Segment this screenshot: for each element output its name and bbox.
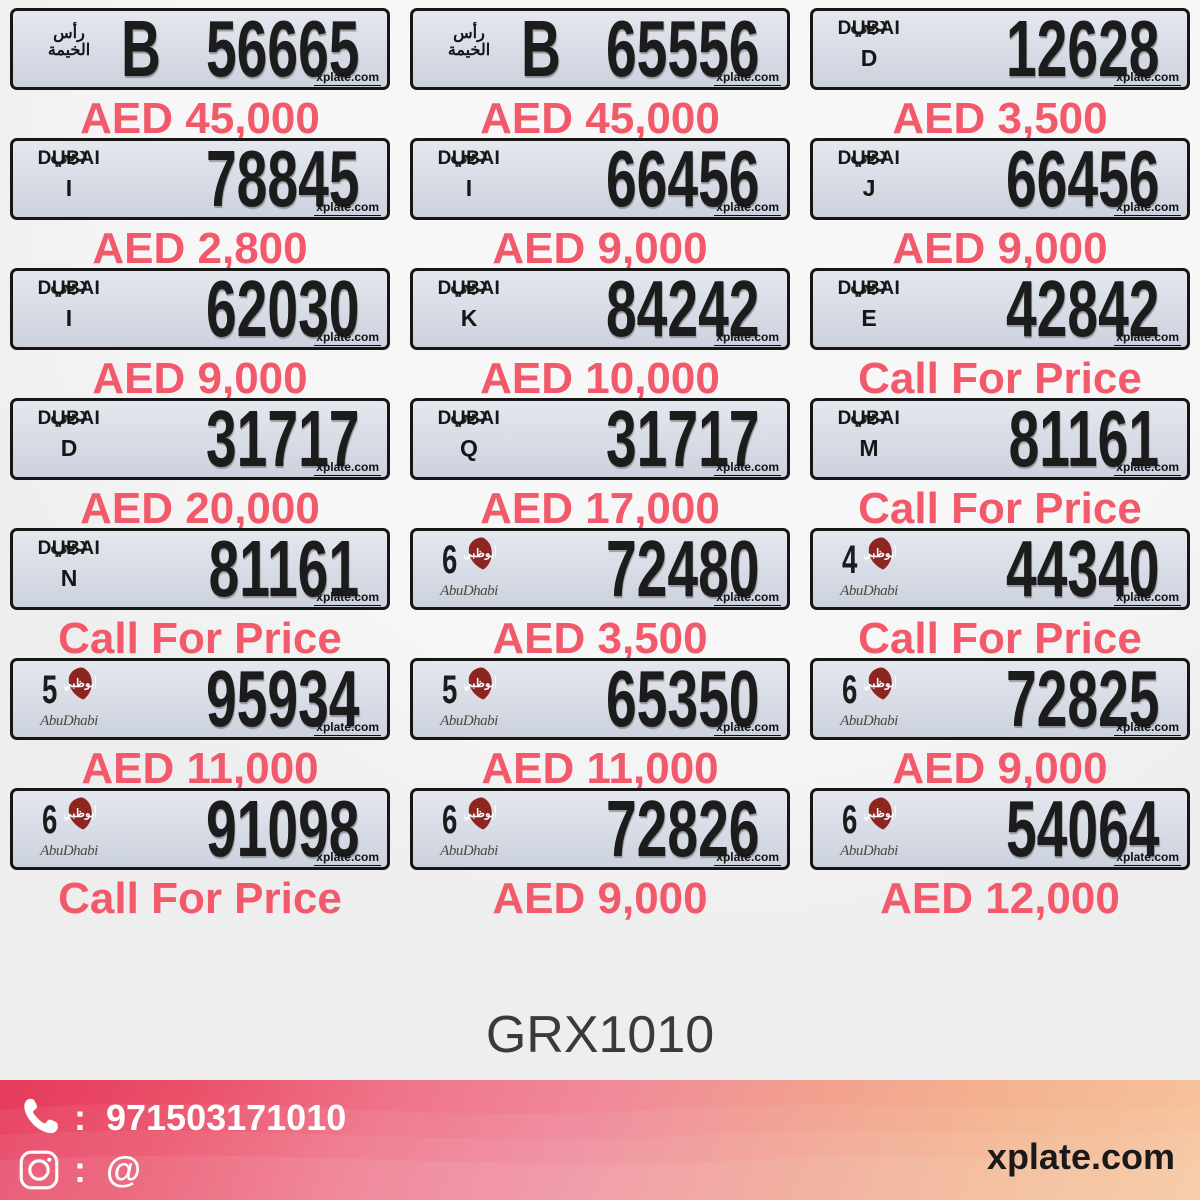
svg-text:أبوظبي: أبوظبي: [64, 675, 96, 691]
svg-text:أبوظبي: أبوظبي: [464, 805, 496, 821]
svg-text:أبوظبي: أبوظبي: [864, 675, 896, 691]
svg-text:أبوظبي: أبوظبي: [464, 675, 496, 691]
svg-text:أبوظبي: أبوظبي: [464, 545, 496, 561]
svg-text:أبوظبي: أبوظبي: [864, 545, 896, 561]
svg-text:أبوظبي: أبوظبي: [864, 805, 896, 821]
svg-text:أبوظبي: أبوظبي: [64, 805, 96, 821]
